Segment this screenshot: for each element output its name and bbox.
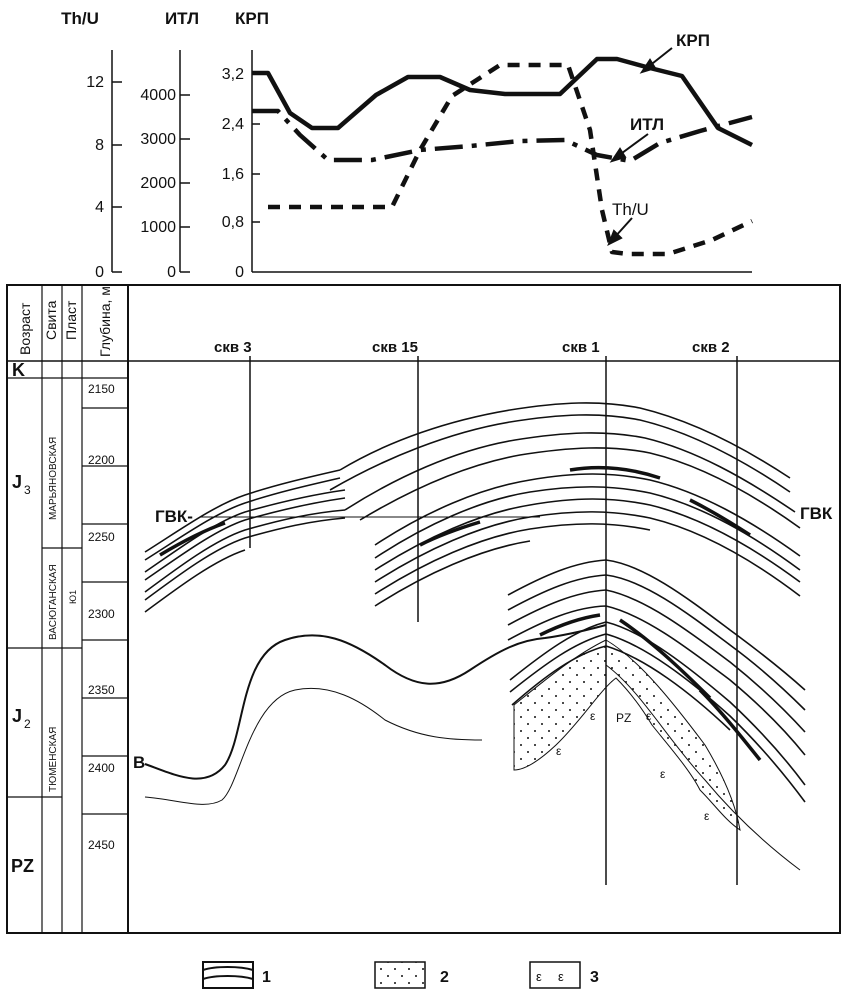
axis-title-krp: КРП [235,9,269,28]
depth-2350: 2350 [88,683,115,697]
suite-maryanovskaya: МАРЬЯНОВСКАЯ [48,437,59,520]
legend-label-1: 1 [262,969,271,986]
tick-krp-2-4: 2,4 [222,116,244,133]
tick-th-u-4: 4 [95,199,104,216]
tick-krp-1-6: 1,6 [222,166,244,183]
col-header-plast: Пласт [63,300,79,340]
tick-krp-0: 0 [235,264,244,281]
tick-itl-3000: 3000 [140,131,176,148]
legend-swatch-sigma: ε ε [529,961,581,989]
age-j3-subscript: 3 [24,483,31,497]
series-label-krp: КРП [676,31,710,50]
axis-title-th-u: Th/U [61,9,99,28]
well-label-1: скв 1 [562,339,600,356]
tick-krp-3-2: 3,2 [222,66,244,83]
sigma-symbol-2: ε [556,744,562,758]
svg-text:ε: ε [536,969,542,984]
series-label-itl: ИТЛ [630,115,664,134]
legend-label-3: 3 [590,969,599,986]
tick-krp-0-8: 0,8 [222,214,244,231]
basement-dotted-body [513,639,741,832]
col-header-depth: Глубина, м [97,286,113,357]
age-j2-subscript: 2 [24,717,31,731]
sigma-symbol-5: ε [704,809,710,823]
legend: 1 2 ε ε 3 [202,961,599,989]
top-chart: Th/U ИТЛ КРП 0 4 8 12 0 1000 2000 3000 4… [61,9,754,281]
age-k: K [12,360,25,380]
basement-lower-boundary [605,664,801,871]
gvk-left-label: ГВК- [155,507,193,526]
col-header-suite: Свита [43,300,59,340]
depth-2150: 2150 [88,382,115,396]
series-itl-line [252,108,753,164]
b-label: В [133,753,145,772]
sigma-symbol-1: ε [590,709,596,723]
axis-krp [251,50,752,273]
series-krp-line [252,56,754,148]
suite-tyumenskaya: ТЮМЕНСКАЯ [48,727,59,792]
suite-vasyuganskaya: ВАСЮГАНСКАЯ [48,564,59,640]
tick-itl-0: 0 [167,264,176,281]
well-label-15: скв 15 [372,339,418,356]
legend-swatch-dotted [374,961,426,989]
section-frame [6,284,841,934]
tick-th-u-0: 0 [95,264,104,281]
depth-2300: 2300 [88,607,115,621]
depth-2400: 2400 [88,761,115,775]
well-lines [249,356,738,885]
axis-itl [179,50,190,273]
boundary-b-curve [144,624,607,780]
pz-label: PZ [616,711,631,725]
sigma-symbol-3: ε [646,709,652,723]
well-label-3: скв 3 [214,339,252,356]
tick-th-u-8: 8 [95,137,104,154]
axis-title-itl: ИТЛ [165,9,199,28]
series-label-th-u: Th/U [612,200,649,219]
gvk-right-label: ГВК [800,504,833,523]
age-j-letter-lower: J [12,706,22,726]
depth-2200: 2200 [88,453,115,467]
tick-th-u-12: 12 [86,74,104,91]
axis-th-u [111,50,122,273]
tick-itl-2000: 2000 [140,175,176,192]
series-th-u-line [268,62,753,257]
tick-itl-4000: 4000 [140,87,176,104]
plast-yu1: Ю1 [68,590,78,604]
legend-swatch-layers [202,961,254,989]
sigma-symbol-4: ε [660,767,666,781]
reservoir-layers [144,402,806,803]
depth-2250: 2250 [88,530,115,544]
legend-label-2: 2 [440,969,449,986]
age-j-letter-upper: J [12,472,22,492]
age-pz: PZ [11,856,34,876]
col-header-age: Возраст [17,302,33,355]
boundary-lower-curve [144,687,483,805]
depth-2450: 2450 [88,838,115,852]
svg-text:ε: ε [558,969,564,984]
well-label-2: скв 2 [692,339,730,356]
tick-itl-1000: 1000 [140,219,176,236]
